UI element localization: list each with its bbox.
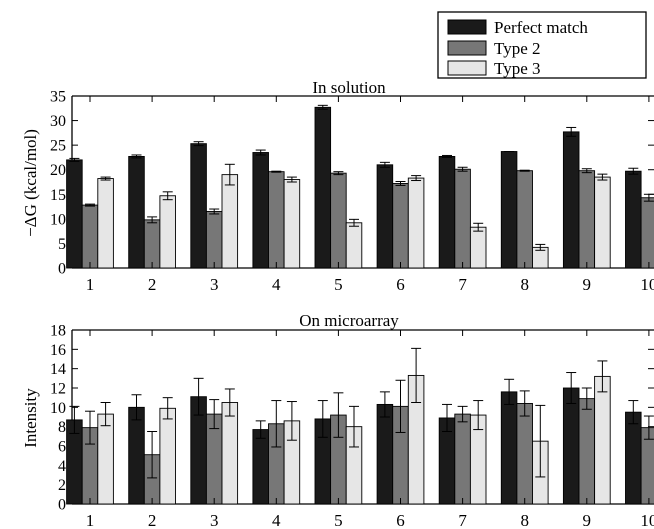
y-tick-label: 15 <box>50 187 66 204</box>
bar <box>205 211 223 269</box>
y-tick-label: 30 <box>50 113 66 130</box>
y-tick-label: 35 <box>50 89 66 106</box>
y-tick-label: 20 <box>50 162 66 179</box>
bar <box>159 195 176 269</box>
bar <box>376 403 394 505</box>
y-tick-label: 0 <box>58 497 66 514</box>
y-tick-label: 0 <box>58 261 66 278</box>
y-axis-label: −ΔG (kcal/mol) <box>21 129 40 237</box>
bar <box>640 197 654 269</box>
y-tick-label: 8 <box>58 419 66 436</box>
bar <box>516 403 533 505</box>
y-tick-label: 12 <box>50 381 66 398</box>
bar <box>252 152 269 269</box>
bar <box>625 411 642 505</box>
bar <box>66 159 83 269</box>
y-tick-label: 10 <box>50 400 66 417</box>
x-tick-label: 1 <box>86 275 95 294</box>
x-tick-label: 5 <box>334 511 343 529</box>
bar <box>97 178 114 269</box>
y-tick-label: 14 <box>50 361 66 378</box>
y-tick-label: 5 <box>58 236 66 253</box>
bar <box>252 429 269 505</box>
chart-panel-on-microarray: On microarray Intensity 0246810121416181… <box>21 311 654 529</box>
x-tick-label: 2 <box>148 275 157 294</box>
bar <box>330 172 347 269</box>
bar <box>283 179 301 269</box>
bar <box>454 168 471 269</box>
x-tick-label: 9 <box>583 275 592 294</box>
x-tick-label: 8 <box>520 275 529 294</box>
bar <box>562 387 580 505</box>
x-tick-label: 9 <box>583 511 592 529</box>
bar <box>438 155 456 269</box>
bar <box>97 413 114 505</box>
y-axis-label: Intensity <box>21 388 40 448</box>
y-tick-label: 2 <box>58 477 66 494</box>
legend-label-perfect-match: Perfect match <box>494 18 588 37</box>
bar <box>578 170 596 269</box>
panel-title: In solution <box>312 78 386 97</box>
x-tick-label: 4 <box>272 275 281 294</box>
bar <box>143 219 161 269</box>
chart-panel-in-solution: In solution −ΔG (kcal/mol) 0510152025303… <box>21 78 654 294</box>
bar <box>159 407 176 505</box>
panel-title: On microarray <box>299 311 399 330</box>
legend-swatch-type-3 <box>447 60 487 76</box>
x-tick-label: 3 <box>210 275 219 294</box>
bar <box>594 176 611 269</box>
x-tick-label: 2 <box>148 511 157 529</box>
bar <box>314 106 332 269</box>
y-tick-label: 6 <box>58 439 66 456</box>
bar <box>407 177 425 269</box>
x-tick-label: 6 <box>396 511 405 529</box>
bar <box>190 143 207 269</box>
y-tick-label: 18 <box>50 323 66 340</box>
bar <box>578 398 596 505</box>
x-tick-label: 6 <box>396 275 405 294</box>
bar <box>392 183 409 269</box>
bar <box>500 151 518 269</box>
x-tick-label: 10 <box>640 275 654 294</box>
plot-area: 0 5 10 15 20 25 30 35 1 2 3 4 5 6 7 8 9 10 <box>50 89 654 294</box>
bar <box>562 131 580 269</box>
legend-swatch-perfect-match <box>447 19 487 35</box>
x-tick-label: 7 <box>458 511 467 529</box>
legend-label-type-2: Type 2 <box>494 39 541 58</box>
y-tick-label: 25 <box>50 138 66 155</box>
x-tick-label: 8 <box>520 511 529 529</box>
bar <box>469 226 487 269</box>
y-tick-label: 16 <box>50 342 66 359</box>
bar <box>500 391 518 505</box>
x-tick-label: 1 <box>86 511 95 529</box>
bar <box>516 170 533 269</box>
bar <box>594 375 611 505</box>
legend: Perfect match Type 2 Type 3 <box>437 11 647 79</box>
bar <box>81 204 99 269</box>
x-tick-label: 5 <box>334 275 343 294</box>
legend-swatch-type-2 <box>447 40 487 56</box>
y-tick-label: 10 <box>50 211 66 228</box>
bar <box>268 171 285 269</box>
bar <box>221 402 239 505</box>
bar <box>221 174 239 269</box>
x-tick-label: 7 <box>458 275 467 294</box>
bar <box>625 170 642 269</box>
bar <box>345 222 363 269</box>
x-tick-label: 3 <box>210 511 219 529</box>
legend-label-type-3: Type 3 <box>494 59 541 78</box>
bar <box>128 406 145 505</box>
x-tick-label: 4 <box>272 511 281 529</box>
bar <box>454 413 471 505</box>
bar <box>128 155 145 269</box>
bar <box>376 164 394 269</box>
y-tick-label: 4 <box>58 458 66 475</box>
x-tick-label: 10 <box>640 511 654 529</box>
